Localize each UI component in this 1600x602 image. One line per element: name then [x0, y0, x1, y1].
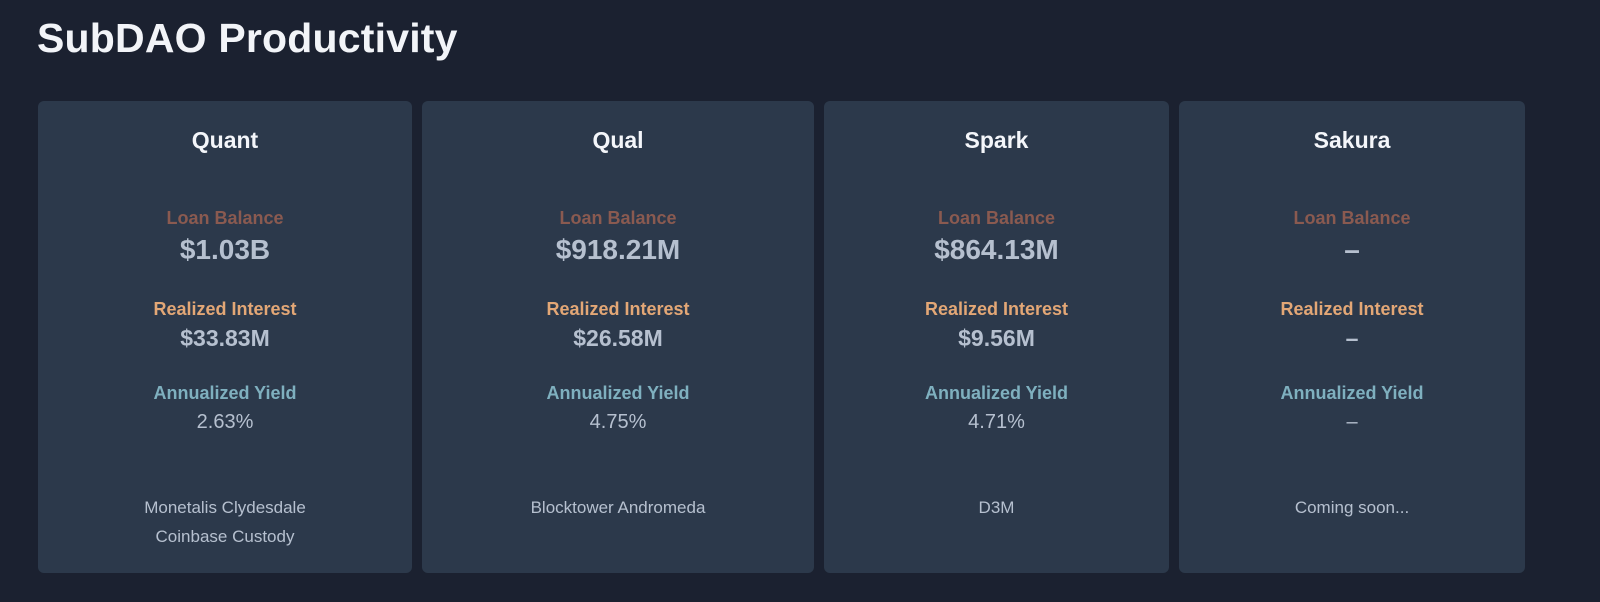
- realized-interest-value: $33.83M: [180, 325, 270, 351]
- loan-balance-label: Loan Balance: [1293, 208, 1411, 228]
- card-title: Quant: [191, 127, 259, 153]
- card-title: Spark: [964, 127, 1029, 153]
- card-qual: Qual Loan Balance $918.21M Realized Inte…: [422, 101, 814, 573]
- loan-balance-value: $864.13M: [934, 234, 1059, 265]
- realized-interest-value: $9.56M: [958, 325, 1035, 351]
- footer-line: Coinbase Custody: [155, 527, 295, 546]
- annualized-yield-value: 4.71%: [968, 411, 1025, 433]
- footer-line: D3M: [978, 498, 1015, 517]
- realized-interest-label: Realized Interest: [1280, 299, 1424, 319]
- realized-interest-label: Realized Interest: [153, 299, 297, 319]
- loan-balance-label: Loan Balance: [166, 208, 284, 228]
- realized-interest-label: Realized Interest: [924, 299, 1069, 319]
- card-footer: Blocktower Andromeda: [422, 493, 814, 522]
- card-title: Qual: [592, 127, 644, 153]
- loan-balance-label: Loan Balance: [937, 208, 1056, 228]
- annualized-yield-label: Annualized Yield: [546, 383, 690, 403]
- annualized-yield-label: Annualized Yield: [924, 383, 1069, 403]
- card-sakura: Sakura Loan Balance – Realized Interest …: [1179, 101, 1525, 573]
- card-footer: Coming soon...: [1179, 493, 1525, 522]
- footer-line: Monetalis Clydesdale: [144, 498, 306, 517]
- realized-interest-value: $26.58M: [573, 325, 663, 351]
- footer-line: Coming soon...: [1294, 498, 1410, 517]
- annualized-yield-value: –: [1346, 411, 1358, 433]
- card-quant: Quant Loan Balance $1.03B Realized Inter…: [38, 101, 412, 573]
- loan-balance-value: $1.03B: [179, 234, 271, 265]
- annualized-yield-value: 2.63%: [196, 411, 254, 433]
- footer-line: Blocktower Andromeda: [530, 498, 706, 517]
- card-title: Sakura: [1313, 127, 1391, 153]
- card-footer: D3M: [824, 493, 1169, 522]
- loan-balance-value: $918.21M: [555, 234, 681, 265]
- card-footer: Monetalis Clydesdale Coinbase Custody: [38, 493, 412, 551]
- loan-balance-value: –: [1344, 234, 1360, 265]
- annualized-yield-value: 4.75%: [589, 411, 647, 433]
- realized-interest-value: –: [1345, 325, 1359, 351]
- annualized-yield-label: Annualized Yield: [153, 383, 297, 403]
- loan-balance-label: Loan Balance: [559, 208, 677, 228]
- realized-interest-label: Realized Interest: [546, 299, 690, 319]
- card-spark: Spark Loan Balance $864.13M Realized Int…: [824, 101, 1169, 573]
- annualized-yield-label: Annualized Yield: [1280, 383, 1424, 403]
- page-title: SubDAO Productivity: [37, 15, 458, 61]
